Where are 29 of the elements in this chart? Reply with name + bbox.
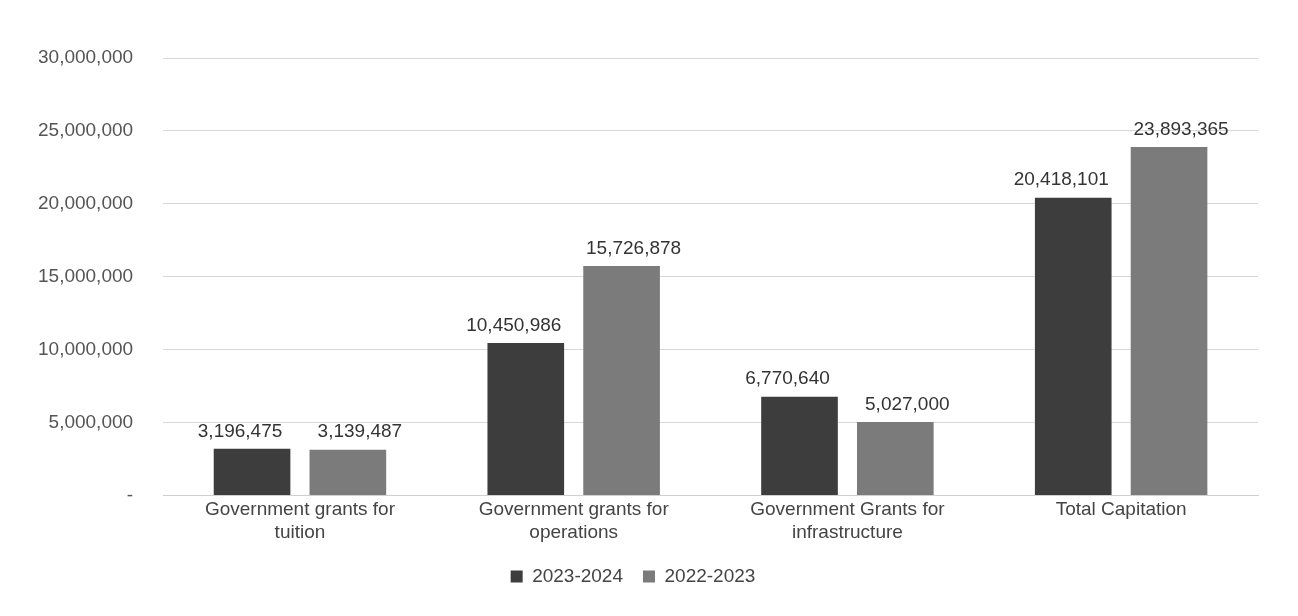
x-tick-label: Government grants for tuition [204, 498, 396, 542]
y-tick-label: 10,000,000 [38, 337, 134, 359]
y-tick-label: - [126, 483, 134, 505]
data-label: 6,770,640 [745, 367, 830, 389]
data-label: 3,139,487 [317, 420, 403, 442]
bar [856, 422, 934, 495]
data-label: 3,196,475 [197, 419, 283, 441]
y-tick-label: 15,000,000 [38, 264, 134, 286]
bar [213, 448, 291, 495]
bar [309, 449, 387, 495]
bar [1034, 197, 1112, 495]
legend-label: 2022-2023 [664, 564, 756, 586]
y-tick-label: 20,000,000 [38, 192, 134, 214]
y-tick-label: 5,000,000 [48, 410, 134, 432]
data-label: 23,893,365 [1133, 117, 1229, 139]
data-label: 20,418,101 [1013, 168, 1109, 190]
bar [761, 396, 838, 495]
y-tick-label: 30,000,000 [38, 46, 134, 68]
data-label: 5,027,000 [865, 392, 950, 414]
x-tick-label: Government grants for operations [478, 498, 670, 542]
bar [1130, 147, 1208, 495]
x-tick-label: Government Grants for infrastructure [750, 498, 946, 542]
bar [487, 343, 565, 495]
data-label: 10,450,986 [466, 313, 562, 335]
x-tick-label: Total Capitation [1055, 498, 1187, 520]
y-tick-label: 25,000,000 [38, 119, 134, 141]
bar [583, 266, 660, 495]
data-label: 15,726,878 [586, 236, 682, 258]
legend-label: 2023-2024 [532, 564, 624, 586]
